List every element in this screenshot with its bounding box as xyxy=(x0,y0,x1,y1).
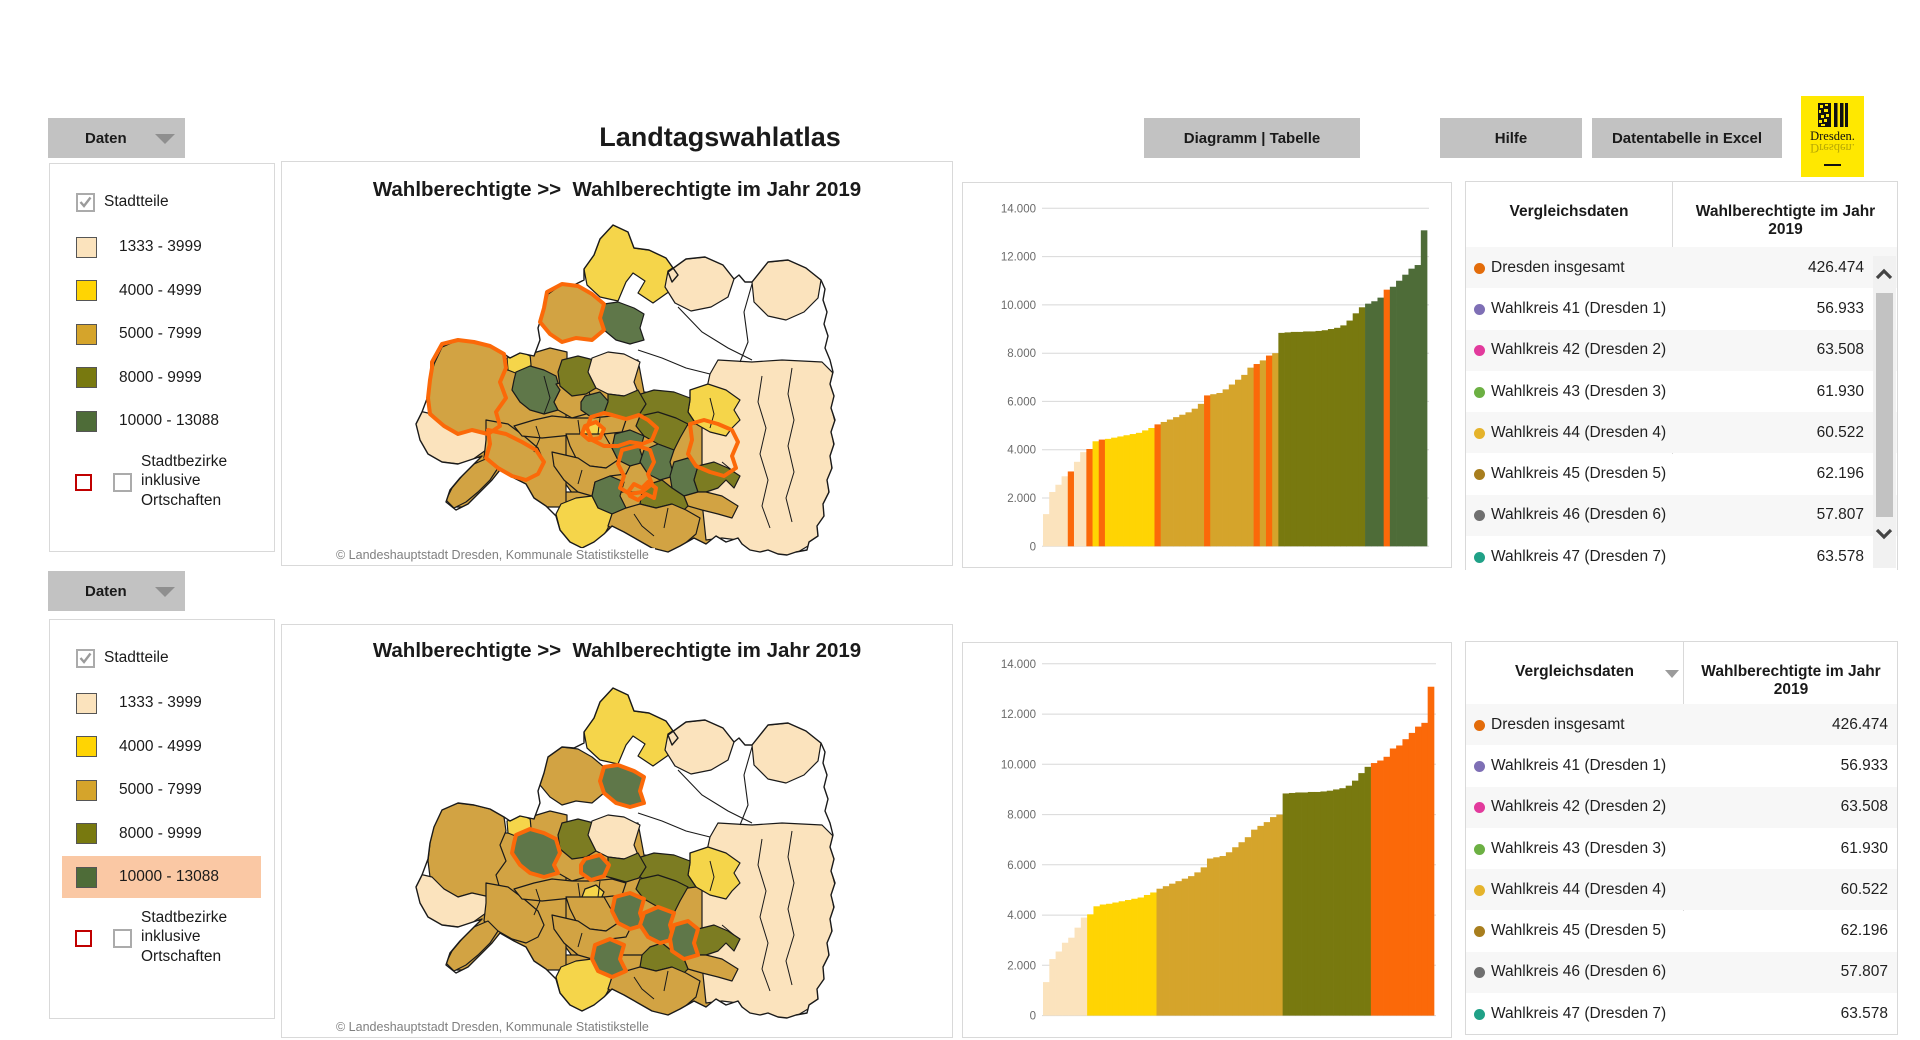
svg-text:14.000: 14.000 xyxy=(1001,203,1036,215)
svg-text:8.000: 8.000 xyxy=(1007,348,1036,360)
svg-text:6.000: 6.000 xyxy=(1007,396,1036,408)
svg-text:2.000: 2.000 xyxy=(1007,960,1036,972)
svg-text:10.000: 10.000 xyxy=(1001,759,1036,771)
svg-text:12.000: 12.000 xyxy=(1001,252,1036,264)
svg-text:14.000: 14.000 xyxy=(1001,659,1036,671)
svg-text:10.000: 10.000 xyxy=(1001,300,1036,312)
svg-text:2.000: 2.000 xyxy=(1007,493,1036,505)
svg-text:6.000: 6.000 xyxy=(1007,860,1036,872)
svg-text:12.000: 12.000 xyxy=(1001,709,1036,721)
svg-text:8.000: 8.000 xyxy=(1007,810,1036,822)
svg-text:4.000: 4.000 xyxy=(1007,445,1036,457)
svg-text:0: 0 xyxy=(1030,1011,1036,1023)
svg-text:0: 0 xyxy=(1030,541,1036,553)
svg-text:4.000: 4.000 xyxy=(1007,910,1036,922)
